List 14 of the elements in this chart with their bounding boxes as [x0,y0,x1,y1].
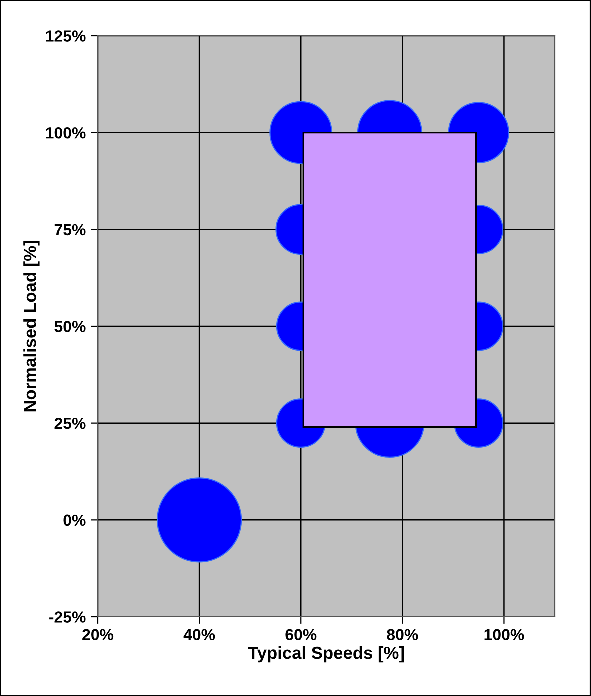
y-tick-label: 125% [46,30,86,42]
y-tick-label: 50% [54,321,86,332]
x-tick-label: 40% [184,629,216,641]
x-tick-label: 20% [82,629,114,641]
y-tick-label: 25% [54,418,86,430]
x-tick-label: 80% [387,629,418,641]
x-tick-label: 60% [286,629,317,641]
y-axis-title: Normalised Load [%] [24,241,40,412]
y-tick-label: 100% [46,127,86,139]
y-tick-label: 0% [64,514,86,526]
x-axis-title: Typical Speeds [%] [248,646,404,663]
y-tick-label: 75% [54,224,86,236]
x-tick-label: 100% [484,629,524,641]
y-tick-label: -25% [50,612,86,623]
